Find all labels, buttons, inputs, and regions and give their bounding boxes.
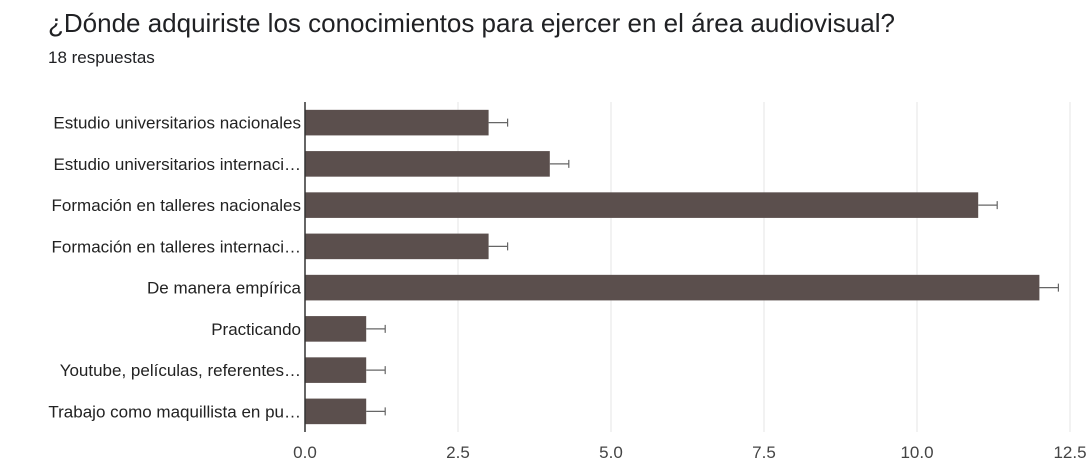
category-label: De manera empírica (147, 279, 302, 298)
chart-title: ¿Dónde adquiriste los conocimientos para… (48, 8, 895, 38)
category-label: Practicando (211, 320, 301, 339)
x-tick-label: 10.0 (900, 443, 933, 461)
bar (305, 316, 367, 342)
category-label: Formación en talleres nacionales (52, 196, 301, 215)
category-label: Trabajo como maquillista en pu… (48, 402, 301, 421)
x-tick-label: 2.5 (446, 443, 470, 461)
bar (305, 398, 367, 425)
bar (305, 151, 550, 177)
response-count: 18 respuestas (48, 48, 155, 67)
x-tick-label: 0.0 (293, 443, 317, 461)
category-label: Formación en talleres internaci… (52, 237, 301, 256)
x-tick-label: 12.5 (1053, 443, 1086, 461)
bar (305, 192, 979, 218)
category-label: Estudio universitarios internaci… (53, 155, 301, 174)
category-label: Youtube, películas, referentes… (60, 361, 301, 380)
bar (305, 357, 367, 383)
bar (305, 274, 1040, 301)
bar (305, 109, 489, 136)
category-label: Estudio universitarios nacionales (53, 114, 301, 133)
x-tick-label: 7.5 (752, 443, 776, 461)
x-tick-label: 5.0 (599, 443, 623, 461)
bar (305, 233, 489, 260)
